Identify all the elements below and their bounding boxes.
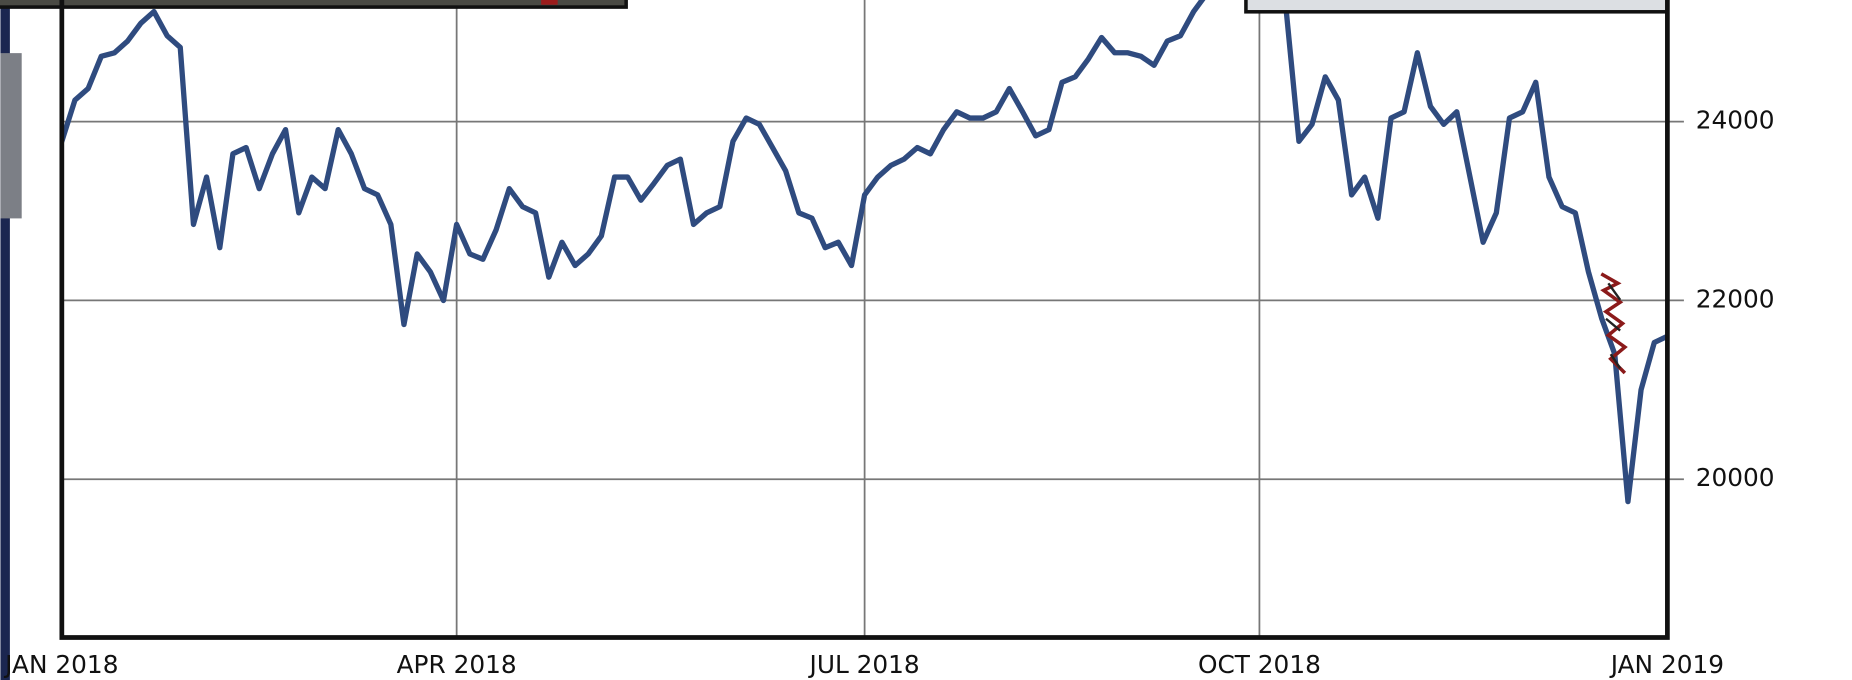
decoration: [0, 0, 1670, 375]
labels: 20000 22000 24000 JAN 2018 APR 2018 JUL 2018 O…: [3, 106, 1774, 679]
x-tick-label: JAN 2019: [1609, 650, 1724, 679]
data-line: [61, 0, 1668, 505]
x-tick-label: JAN 2018: [3, 650, 118, 679]
grid: [61, 0, 1684, 638]
y-tick-label: 22000: [1696, 284, 1775, 313]
side-panel: [0, 53, 22, 219]
panel-box: [0, 0, 628, 9]
x-tick-label: JUL 2018: [808, 650, 920, 679]
plot-frame: [59, 0, 1670, 640]
y-tick-label: 20000: [1696, 463, 1775, 492]
x-tick-label: APR 2018: [397, 650, 517, 679]
x-tick-label: OCT 2018: [1198, 650, 1321, 679]
scribble: [1605, 282, 1622, 369]
panel-box: [1244, 0, 1670, 14]
y-tick-label: 24000: [1696, 106, 1775, 135]
panel-detail: [541, 0, 558, 5]
plot-area: [61, 0, 1668, 505]
left-edge: [0, 0, 10, 680]
